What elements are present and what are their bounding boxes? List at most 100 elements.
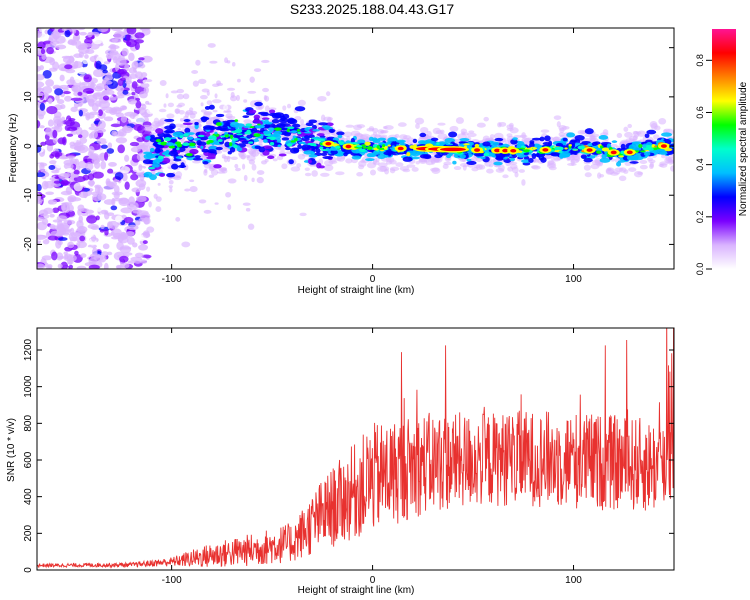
signal-core-blob xyxy=(235,127,239,130)
noise-blob xyxy=(49,223,56,230)
signal-blob xyxy=(168,150,179,157)
signal-core-blob xyxy=(640,150,646,153)
noise-blob xyxy=(200,94,208,100)
halo-blob xyxy=(546,163,557,169)
signal-core-blob xyxy=(255,137,259,140)
noise-blob xyxy=(79,235,86,242)
halo-blob xyxy=(530,165,539,169)
noise-blob xyxy=(82,59,89,65)
signal-core-blob xyxy=(483,152,490,157)
signal-blob xyxy=(337,134,343,139)
halo-blob xyxy=(650,123,658,130)
noise-blob xyxy=(83,74,92,83)
signal-blob xyxy=(175,156,183,159)
noise-blob xyxy=(97,221,110,226)
colorbar: 0.0 0.2 0.4 0.6 0.8 Normalized spectral ampl… xyxy=(695,29,749,275)
noise-blob xyxy=(70,173,79,178)
noise-blob xyxy=(149,187,156,194)
noise-blob xyxy=(38,28,46,33)
noise-blob xyxy=(41,180,49,190)
noise-blob xyxy=(216,80,222,86)
signal-blob xyxy=(215,126,223,131)
peak-core xyxy=(439,147,466,152)
noise-blob xyxy=(89,111,100,116)
signal-blob xyxy=(251,127,258,132)
signal-core-blob xyxy=(618,155,625,158)
signal-core-blob xyxy=(231,137,239,141)
noise-blob xyxy=(115,95,125,99)
noise-blob xyxy=(91,247,98,257)
signal-core-blob xyxy=(334,145,341,149)
halo-blob xyxy=(619,167,627,173)
halo-blob xyxy=(495,167,505,173)
noise-blob xyxy=(214,202,219,205)
noise-blob xyxy=(121,125,133,134)
noise-blob xyxy=(41,86,53,94)
signal-blob xyxy=(629,161,639,164)
signal-blob xyxy=(183,119,191,122)
halo-blob xyxy=(324,159,334,166)
noise-blob xyxy=(103,199,115,205)
noise-blob xyxy=(77,91,83,96)
halo-blob xyxy=(252,150,257,157)
signal-core-blob xyxy=(266,136,272,139)
noise-blob xyxy=(200,109,207,113)
noise-blob xyxy=(103,262,109,269)
noise-blob xyxy=(261,59,270,64)
top-x-tick-label: 100 xyxy=(565,274,582,285)
halo-blob xyxy=(399,166,410,171)
signal-core-blob xyxy=(157,155,164,160)
noise-blob xyxy=(70,131,78,135)
halo-blob xyxy=(395,162,404,167)
top-x-tick-label: 0 xyxy=(370,274,376,285)
noise-blob xyxy=(53,180,61,184)
noise-blob xyxy=(169,187,173,193)
halo-blob xyxy=(282,105,287,111)
signal-blob xyxy=(268,109,276,114)
signal-blob xyxy=(466,158,472,162)
noise-blob xyxy=(122,105,127,110)
noise-blob xyxy=(101,251,109,257)
signal-blob xyxy=(419,132,427,138)
halo-blob xyxy=(146,186,151,192)
noise-blob xyxy=(170,90,179,94)
halo-blob xyxy=(345,124,355,128)
halo-blob xyxy=(226,115,236,120)
bottom-y-tick-label: 0 xyxy=(23,567,34,573)
signal-core-blob xyxy=(296,128,301,132)
halo-blob xyxy=(286,103,291,109)
spectral-amplitude-heatmap xyxy=(37,28,674,269)
signal-core-blob xyxy=(558,146,564,151)
bottom-x-axis-label: Height of straight line (km) xyxy=(298,585,415,596)
noise-blob xyxy=(102,69,108,74)
noise-blob xyxy=(140,82,150,89)
noise-blob xyxy=(227,178,237,184)
noise-blob xyxy=(203,209,212,214)
signal-blob xyxy=(583,158,593,163)
noise-blob xyxy=(37,193,41,201)
signal-core-blob xyxy=(286,128,290,133)
peak-core xyxy=(474,148,481,152)
signal-core-blob xyxy=(253,133,261,137)
signal-core-blob xyxy=(645,144,652,149)
signal-blob xyxy=(292,123,301,128)
halo-blob xyxy=(453,166,462,171)
halo-blob xyxy=(623,126,629,132)
signal-blob xyxy=(308,154,318,158)
noise-blob xyxy=(68,264,73,269)
halo-blob xyxy=(360,159,365,163)
signal-core-blob xyxy=(164,137,172,142)
noise-blob xyxy=(55,160,63,169)
noise-blob xyxy=(138,244,149,251)
halo-blob xyxy=(353,124,362,131)
signal-blob xyxy=(584,128,594,135)
signal-core-blob xyxy=(519,147,526,150)
noise-blob xyxy=(52,207,60,213)
halo-blob xyxy=(415,123,420,129)
noise-blob xyxy=(90,123,95,127)
halo-blob xyxy=(205,121,213,126)
signal-core-blob xyxy=(214,131,218,135)
signal-core-blob xyxy=(318,138,326,142)
signal-blob xyxy=(529,140,535,144)
bottom-y-tick-label: 1000 xyxy=(23,375,34,398)
